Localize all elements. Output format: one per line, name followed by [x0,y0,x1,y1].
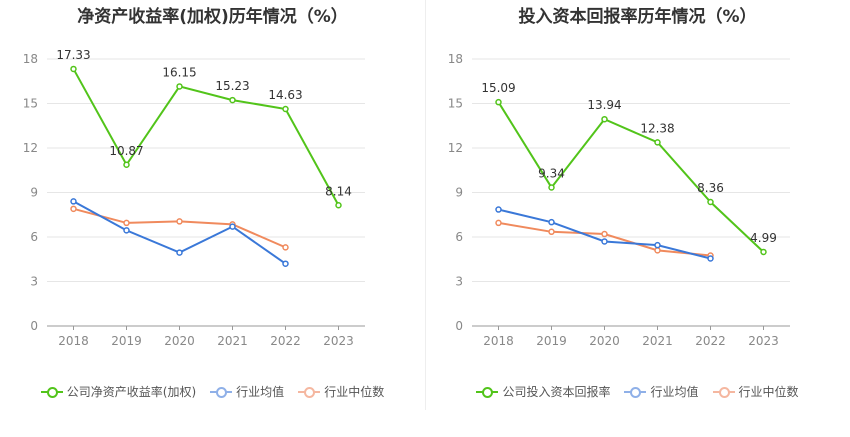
roic-data-point-2 [654,247,661,254]
roe-data-point-2 [176,218,183,225]
roic-y-tick-label: 18 [448,52,463,66]
roe-data-point-0 [70,65,77,73]
roic-data-point-2 [548,228,555,236]
roic-data-point-1 [654,241,661,249]
roe-y-tick-label: 0 [30,319,38,333]
legend-label-industry-median: 行业中位数 [738,385,799,399]
roic-data-point-0 [707,198,714,206]
legend-marker-company [476,385,499,399]
legend-item-industry-median[interactable]: 行业中位数 [712,383,799,400]
roic-x-tick-label: 2021 [642,334,673,348]
roe-y-tick-label: 15 [23,97,38,111]
legend-item-industry-average[interactable]: 行业均值 [624,383,699,400]
roic-data-point-0 [654,139,661,146]
roic-x-tick-label: 2020 [589,334,620,348]
roe-x-tick-label: 2021 [217,334,248,348]
roe-y-tick-label: 12 [23,141,38,155]
legend-marker-median [298,385,321,399]
roic-data-point-1 [601,238,608,245]
roic-y-tick-label: 0 [455,319,463,333]
roe-data-label: 15.23 [215,79,249,93]
roic-y-tick-label: 6 [455,230,463,244]
roic-data-point-1 [495,206,502,213]
roe-data-point-2 [70,205,77,213]
roic-y-tick-label: 12 [448,141,463,155]
roic-data-point-1 [548,218,555,226]
roic-data-label: 4.99 [750,231,777,245]
legend-marker-median [712,385,735,399]
roe-y-tick-label: 9 [30,186,38,200]
roe-data-point-2 [282,244,289,251]
roe-data-label: 14.63 [268,88,302,102]
roic-data-point-0 [548,184,555,191]
roic-chart-panel: 投入资本回报率历年情况（%） 0 3 6 9 12 15 18 2018 2019 2020 202… [425,0,850,437]
legend-label-industry-median: 行业中位数 [324,385,385,399]
roe-data-point-1 [282,260,289,267]
roe-y-tick-label: 3 [30,275,38,289]
roe-x-tick-label: 2020 [164,334,195,348]
roic-x-tick-label: 2018 [483,334,514,348]
roic-y-tick-label: 3 [455,275,463,289]
roe-data-point-0 [123,161,130,169]
roe-x-tick-label: 2018 [58,334,89,348]
legend-label-company-roe: 公司净资产收益率(加权) [66,385,197,399]
roe-data-label: 17.33 [56,48,90,62]
roic-data-label: 13.94 [587,98,621,112]
roe-y-tick-label: 6 [30,230,38,244]
roic-data-point-0 [601,115,608,123]
roe-data-point-0 [229,96,236,104]
roic-data-label: 9.34 [538,166,565,180]
legend-label-industry-average: 行业均值 [650,385,699,399]
roic-chart-title: 投入资本回报率历年情况（%） [518,7,757,27]
roic-y-tick-label: 9 [455,186,463,200]
roe-chart-plot: 0 3 6 9 12 15 18 2018 2019 2020 2021 2022 2023 17.33 1… [23,48,365,348]
roic-x-tick-label: 2023 [748,334,779,348]
legend-marker-average [210,385,233,399]
roe-x-tick-label: 2019 [111,334,142,348]
roic-data-label: 8.36 [697,181,724,195]
roe-series-line-0 [72,68,340,206]
roic-data-point-0 [495,98,502,106]
roe-x-tick-label: 2023 [323,334,354,348]
legend-item-industry-average[interactable]: 行业均值 [210,383,284,400]
roic-data-point-2 [601,230,608,238]
legend-item-company-roe[interactable]: 公司净资产收益率(加权) [40,383,197,400]
roe-data-label: 8.14 [325,184,352,198]
roic-series-line-0 [497,101,765,253]
roic-x-tick-label: 2022 [695,334,726,348]
roe-data-point-1 [123,227,130,234]
legend-marker-company [40,385,63,399]
roe-data-point-1 [70,198,77,205]
roic-data-label: 12.38 [640,121,674,135]
panel-divider [425,0,426,410]
roe-data-label: 16.15 [162,65,196,79]
roe-data-point-0 [176,83,183,90]
roe-data-point-2 [123,219,130,227]
legend-item-company-roic[interactable]: 公司投入资本回报率 [476,383,610,400]
roic-data-point-1 [707,255,714,262]
roic-chart-legend: 公司投入资本回报率 行业均值 行业中位数 [425,383,850,400]
roic-x-tick-label: 2019 [536,334,567,348]
roic-y-tick-label: 15 [448,97,463,111]
roe-x-tick-label: 2022 [270,334,301,348]
roic-data-point-2 [495,219,502,227]
roic-data-label: 15.09 [481,81,515,95]
legend-item-industry-median[interactable]: 行业中位数 [298,383,384,400]
legend-marker-average [624,385,647,399]
roe-data-point-0 [335,202,342,209]
roe-chart-title: 净资产收益率(加权)历年情况（%） [77,7,348,27]
roe-data-point-0 [282,105,289,113]
roic-chart-plot: 0 3 6 9 12 15 18 2018 2019 2020 2021 2022 2023 15.09 9… [448,52,790,348]
legend-label-industry-average: 行业均值 [236,385,285,399]
legend-label-company-roic: 公司投入资本回报率 [502,385,611,399]
roe-y-tick-label: 18 [23,52,38,66]
roe-data-point-1 [176,249,183,256]
roe-chart-panel: 净资产收益率(加权)历年情况（%） 0 3 6 9 12 15 18 2018 2019 2020… [0,7,425,400]
roe-data-label: 10.87 [109,144,143,158]
roe-data-point-1 [229,223,236,230]
roic-data-point-0 [760,248,767,256]
roe-chart-legend: 公司净资产收益率(加权) 行业均值 行业中位数 [0,383,425,400]
